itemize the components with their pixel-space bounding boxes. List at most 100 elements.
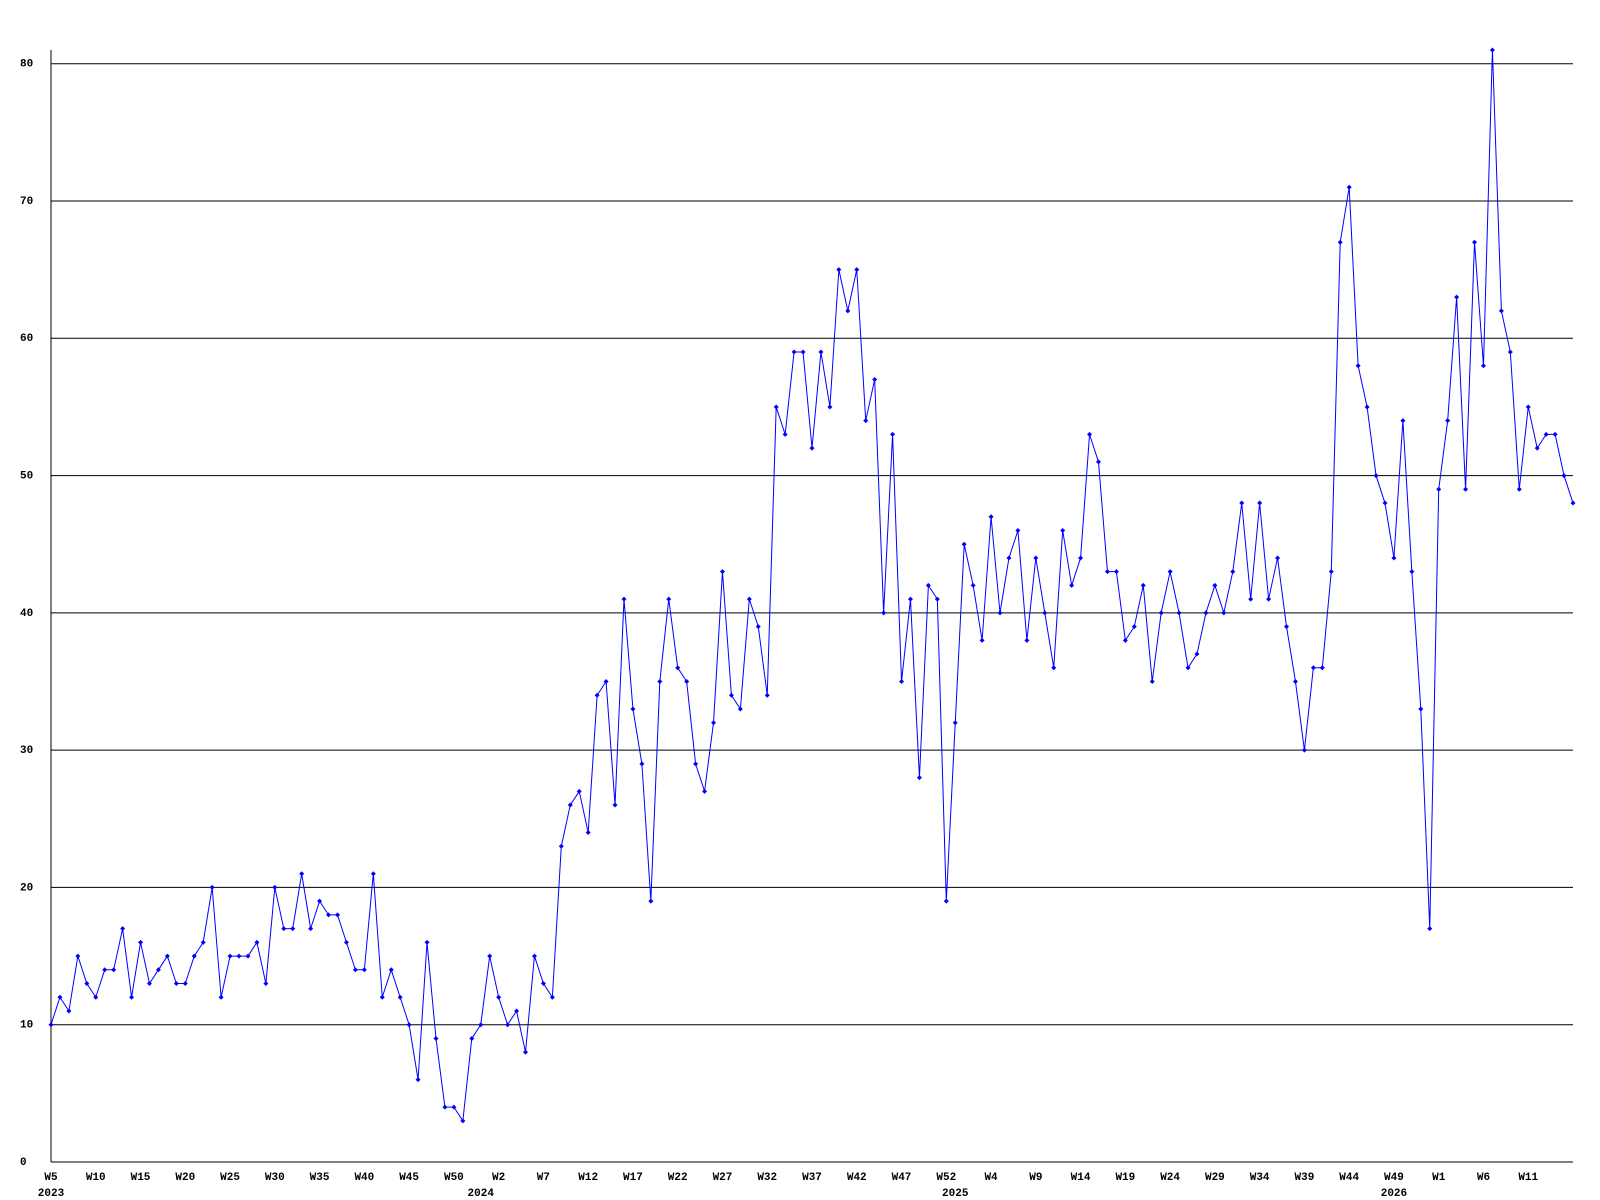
point (84, 981, 90, 987)
x-tick-label: W4 (984, 1172, 998, 1184)
point (648, 898, 654, 904)
point (1104, 569, 1110, 575)
year-label: 2025 (942, 1188, 969, 1200)
point (1310, 665, 1316, 671)
point (138, 939, 144, 945)
x-tick-label: W50 (444, 1172, 464, 1184)
point (585, 830, 591, 836)
x-tick-label: W24 (1160, 1172, 1180, 1184)
x-tick-label: W1 (1432, 1172, 1446, 1184)
point (800, 349, 806, 355)
point (75, 953, 81, 959)
point (317, 898, 323, 904)
point (1445, 418, 1451, 424)
point (594, 692, 600, 698)
point (1472, 239, 1478, 245)
point (164, 953, 170, 959)
point (943, 898, 949, 904)
point (1346, 184, 1352, 190)
point (540, 981, 546, 987)
series-line (50, 49, 1574, 1123)
point (558, 843, 564, 849)
y-tick-label: 50 (20, 470, 33, 482)
point (218, 994, 224, 1000)
point (1436, 486, 1442, 492)
point (281, 926, 287, 932)
point (182, 981, 188, 987)
point (478, 1022, 484, 1028)
point (988, 514, 994, 520)
x-tick-label: W10 (86, 1172, 106, 1184)
point (1221, 610, 1227, 616)
x-tick-label: W32 (757, 1172, 777, 1184)
point (397, 994, 403, 1000)
point (1212, 582, 1218, 588)
point (48, 1022, 54, 1028)
point (1167, 569, 1173, 575)
point (997, 610, 1003, 616)
point (120, 926, 126, 932)
y-tick-label: 80 (20, 59, 33, 71)
point (890, 431, 896, 437)
point (728, 692, 734, 698)
x-tick-label: W34 (1250, 1172, 1270, 1184)
point (836, 267, 842, 273)
point (1230, 569, 1236, 575)
x-tick-label: W42 (847, 1172, 867, 1184)
point (549, 994, 555, 1000)
x-tick-label: W5 (44, 1172, 58, 1184)
point (961, 541, 967, 547)
point (925, 582, 931, 588)
point (1507, 349, 1513, 355)
point (791, 349, 797, 355)
point (907, 596, 913, 602)
point (773, 404, 779, 410)
point (379, 994, 385, 1000)
point (370, 871, 376, 877)
point (1176, 610, 1182, 616)
x-tick-label: W49 (1384, 1172, 1404, 1184)
x-tick-label: W30 (265, 1172, 285, 1184)
point (782, 431, 788, 437)
point (1543, 431, 1549, 437)
point (1284, 624, 1290, 630)
point (308, 926, 314, 932)
point (415, 1077, 421, 1083)
point (254, 939, 260, 945)
point (1158, 610, 1164, 616)
point (1480, 363, 1486, 369)
y-tick-label: 60 (20, 333, 33, 345)
point (881, 610, 887, 616)
y-tick-label: 70 (20, 196, 33, 208)
x-tick-label: W6 (1477, 1172, 1490, 1184)
point (1355, 363, 1361, 369)
x-tick-label: W9 (1029, 1172, 1042, 1184)
point (1131, 624, 1137, 630)
point (612, 802, 618, 808)
point (854, 267, 860, 273)
point (352, 967, 358, 973)
point (290, 926, 296, 932)
y-tick-label: 30 (20, 745, 33, 757)
point (1409, 569, 1415, 575)
point (1257, 500, 1263, 506)
point (899, 679, 905, 685)
point (1561, 473, 1567, 479)
point (155, 967, 161, 973)
point (863, 418, 869, 424)
year-label: 2024 (468, 1188, 495, 1200)
x-tick-label: W14 (1071, 1172, 1091, 1184)
point (737, 706, 743, 712)
point (263, 981, 269, 987)
point (326, 912, 332, 918)
point (639, 761, 645, 767)
point (388, 967, 394, 973)
point (102, 967, 108, 973)
x-tick-label: W25 (220, 1172, 240, 1184)
point (93, 994, 99, 1000)
point (451, 1104, 457, 1110)
point (1382, 500, 1388, 506)
x-tick-label: W20 (175, 1172, 195, 1184)
point (111, 967, 117, 973)
point (191, 953, 197, 959)
